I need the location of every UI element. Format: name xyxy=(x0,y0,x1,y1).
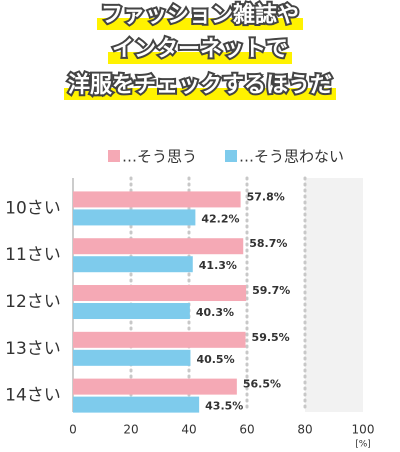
legend-swatch xyxy=(108,150,120,162)
y-tick-label: 14さい xyxy=(5,386,61,406)
bar xyxy=(73,191,241,208)
chart-title: 洋服をチェックするほうだ xyxy=(68,72,332,98)
value-label: 43.5% xyxy=(205,400,243,413)
bar xyxy=(73,378,237,395)
legend-label: …そう思う xyxy=(122,148,197,166)
x-unit: [%] xyxy=(355,440,371,450)
x-tick-label: 100 xyxy=(352,423,375,437)
y-tick-label: 11さい xyxy=(5,245,61,265)
title-highlight xyxy=(63,88,337,100)
legend-swatch xyxy=(225,150,237,162)
value-label: 42.2% xyxy=(201,212,239,225)
x-tick-label: 0 xyxy=(69,423,77,437)
value-label: 59.5% xyxy=(252,331,290,344)
y-tick-label: 10さい xyxy=(5,198,61,218)
value-label: 40.3% xyxy=(196,306,234,319)
bar xyxy=(73,209,196,226)
value-label: 41.3% xyxy=(199,259,237,272)
x-tick-label: 20 xyxy=(123,423,138,437)
y-tick-label: 13さい xyxy=(5,339,61,359)
title-highlight xyxy=(107,52,293,64)
bar xyxy=(73,238,244,255)
legend-label: …そう思わない xyxy=(239,148,344,166)
value-label: 40.5% xyxy=(196,353,234,366)
bar xyxy=(73,331,246,348)
value-label: 56.5% xyxy=(243,378,281,391)
x-tick-label: 40 xyxy=(181,423,196,437)
chart-title: インターネットで xyxy=(112,37,288,62)
x-tick-label: 80 xyxy=(297,423,312,437)
value-label: 58.7% xyxy=(249,237,287,250)
chart-title: ファッション雑誌や xyxy=(101,2,299,28)
y-tick-label: 12さい xyxy=(5,292,61,312)
value-label: 57.8% xyxy=(247,190,285,203)
bar xyxy=(73,285,247,302)
plot-shade xyxy=(305,178,363,412)
title-highlight xyxy=(96,18,304,30)
bar xyxy=(73,256,193,273)
bar xyxy=(73,303,190,320)
x-tick-label: 60 xyxy=(239,423,254,437)
value-label: 59.7% xyxy=(252,284,290,297)
bar xyxy=(73,349,191,366)
bar xyxy=(73,396,200,413)
